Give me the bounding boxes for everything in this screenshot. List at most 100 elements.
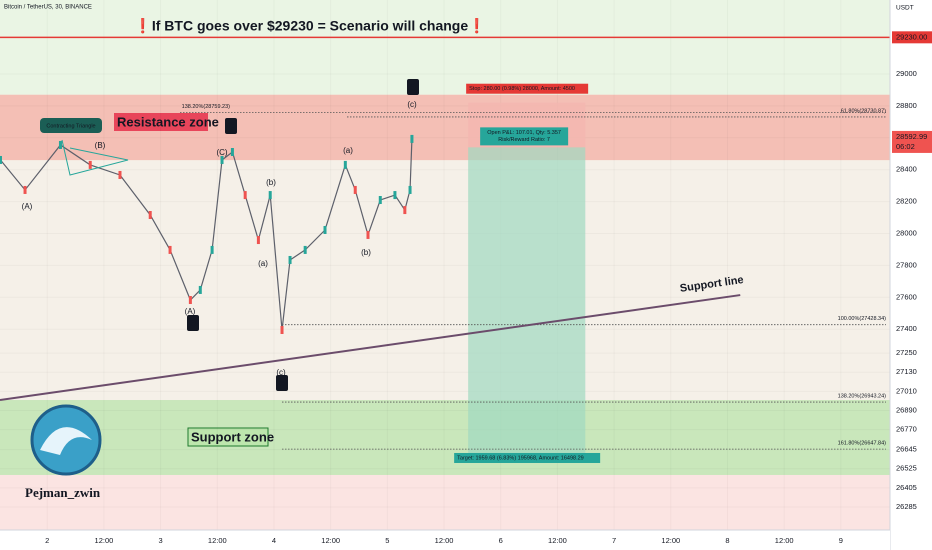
candle (58, 140, 62, 149)
candle (408, 185, 412, 194)
candle (366, 230, 370, 239)
pattern-box (40, 118, 102, 133)
candle (280, 325, 284, 334)
wave-label: (B) (95, 141, 106, 150)
candle (168, 245, 172, 254)
candle (303, 245, 307, 254)
y-tick-label: 29000 (896, 69, 917, 78)
wave-label: C (227, 122, 234, 133)
countdown: 06:02 (896, 142, 915, 151)
candle (230, 147, 234, 156)
wave-label: B (409, 83, 416, 94)
symbol: Bitcoin / TetherUS, 30, BINANCE (4, 5, 92, 11)
wave-label: (c) (407, 100, 417, 109)
target-label-box (454, 452, 601, 463)
candle (88, 160, 92, 169)
wave-label: B (189, 319, 196, 330)
x-tick-label: 12:00 (548, 536, 567, 545)
x-tick-label: 3 (159, 536, 163, 545)
pattern-label: Contracting Triangle (46, 123, 95, 129)
y-tick-label: 28400 (896, 165, 917, 174)
pnl-label: Open P&L: 107.01, Qty: 5.357 (487, 130, 561, 136)
y-tick-label: 26645 (896, 445, 917, 454)
y-tick-label: 26770 (896, 425, 917, 434)
candle (210, 245, 214, 254)
y-tick-label: 27400 (896, 324, 917, 333)
candle (198, 285, 202, 294)
fib-label: 138.20%(26943.24) (838, 394, 886, 400)
y-tick-label: 28200 (896, 197, 917, 206)
candle (148, 210, 152, 219)
zone-label: Resistance zone (117, 114, 219, 129)
stop-label: Stop: 280.00 (0.98%) 28000, Amount: 4500 (469, 86, 575, 92)
alert-price-box (892, 31, 932, 44)
y-tick-label: 26525 (896, 464, 917, 473)
x-tick-label: 12:00 (208, 536, 227, 545)
candle (403, 206, 407, 215)
x-tick-label: 12:00 (435, 536, 454, 545)
y-tick-label: 27010 (896, 386, 917, 395)
x-tick-label: 9 (839, 536, 843, 545)
x-tick-label: 6 (499, 536, 503, 545)
author: Pejman_zwin (25, 485, 101, 500)
time-axis (0, 530, 890, 550)
candle (268, 191, 272, 200)
pnl-box (480, 127, 569, 146)
wave-label: (a) (258, 259, 268, 268)
wave-label: A (278, 379, 285, 390)
x-tick-label: 8 (725, 536, 729, 545)
candle (393, 191, 397, 200)
upper-band (0, 0, 890, 95)
wave-box (187, 315, 199, 331)
y-tick-label: 26285 (896, 502, 917, 511)
wave-box (407, 79, 419, 95)
price-axis (890, 0, 932, 550)
x-tick-label: 2 (45, 536, 49, 545)
y-tick-label: 27800 (896, 260, 917, 269)
last-price-box (892, 130, 932, 153)
last-price: 28592.99 (896, 132, 927, 141)
x-tick-label: 5 (385, 536, 389, 545)
wave-label: (a) (343, 146, 353, 155)
lower-band (0, 474, 890, 530)
y-tick-label: 27600 (896, 292, 917, 301)
wave-label: (c) (276, 368, 286, 377)
y-tick-label: 26405 (896, 483, 917, 492)
fib-label: 138.20%(28759.23) (182, 104, 230, 110)
candle (410, 134, 414, 143)
candle (378, 196, 382, 205)
y-tick-label: 27250 (896, 348, 917, 357)
candle (188, 296, 192, 305)
x-tick-label: 12:00 (661, 536, 680, 545)
y-tick-label: 28800 (896, 101, 917, 110)
candle (118, 170, 122, 179)
wave-label: (b) (266, 178, 276, 187)
y-tick-label: 28000 (896, 228, 917, 237)
target-area (468, 147, 586, 460)
x-tick-label: 12:00 (95, 536, 114, 545)
wave-label: (b) (361, 248, 371, 257)
candle (23, 185, 27, 194)
wave-box (276, 375, 288, 391)
candle (288, 255, 292, 264)
zone (0, 400, 890, 475)
candle (243, 191, 247, 200)
wave-label: (A) (185, 307, 196, 316)
wave-label: (A) (22, 202, 33, 211)
candle (0, 155, 2, 164)
support-line (0, 294, 741, 402)
rr-label: Risk/Reward Ratio: 7 (498, 137, 550, 143)
x-tick-label: 7 (612, 536, 616, 545)
x-tick-label: 12:00 (775, 536, 794, 545)
x-tick-label: 4 (272, 536, 276, 545)
zone-label-box (187, 427, 269, 447)
x-tick-label: 12:00 (321, 536, 340, 545)
candle (256, 236, 260, 245)
logo-wave (40, 427, 92, 455)
y-tick-label: 26890 (896, 406, 917, 415)
wave-label: (C) (216, 148, 227, 157)
wave-box (225, 118, 237, 134)
y-tick-label: 27130 (896, 367, 917, 376)
title: ❗If BTC goes over $29230 = Scenario will… (134, 18, 485, 35)
